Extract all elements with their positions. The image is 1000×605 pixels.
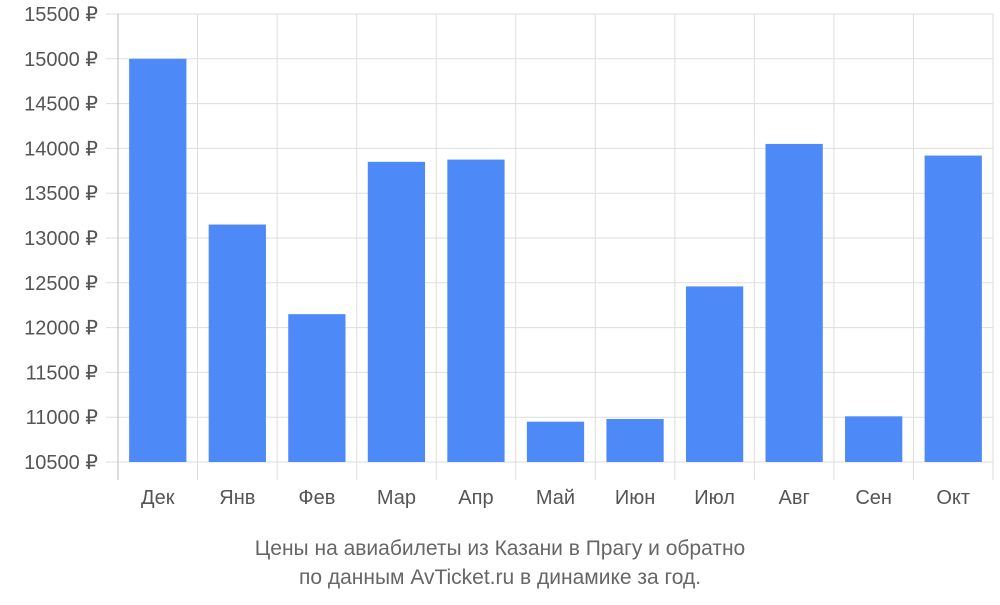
y-tick-label: 12500 ₽ <box>24 273 98 295</box>
y-axis-ticks: 10500 ₽ 11000 ₽ 11500 ₽ 12000 ₽ 12500 ₽ 13000… <box>24 4 98 474</box>
x-tick-label: Апр <box>458 487 493 509</box>
y-tick-label: 10500 ₽ <box>24 452 98 474</box>
bar <box>924 155 982 462</box>
x-tick-label: Дек <box>141 487 175 509</box>
y-tick-label: 15000 ₽ <box>24 49 98 71</box>
x-axis-ticks: Дек Янв Фев Мар Апр Май Июн Июл Авг Сен Окт <box>141 487 970 509</box>
x-tick-label: Окт <box>936 487 970 509</box>
y-tick-label: 13000 ₽ <box>24 228 98 250</box>
bar <box>765 143 823 463</box>
y-tick-label: 13500 ₽ <box>24 183 98 205</box>
bar <box>367 161 426 462</box>
bar <box>447 159 505 462</box>
y-tick-label: 14000 ₽ <box>24 138 98 160</box>
y-tick-label: 11000 ₽ <box>26 407 99 429</box>
bar <box>845 416 903 462</box>
y-tick-label: 12000 ₽ <box>24 318 98 340</box>
bar <box>288 314 346 462</box>
y-tick-label: 15500 ₽ <box>24 4 98 26</box>
bar <box>129 58 187 463</box>
x-tick-label: Июн <box>615 487 655 509</box>
bar <box>208 224 266 462</box>
x-tick-label: Сен <box>855 487 892 509</box>
y-tick-label: 11500 ₽ <box>26 362 99 384</box>
chart-caption-line-2: по данным AvTicket.ru в динамике за год. <box>299 566 701 589</box>
x-tick-label: Июл <box>694 487 735 509</box>
bars <box>129 58 982 463</box>
x-tick-label: Мар <box>377 487 416 509</box>
bar <box>606 418 664 462</box>
bar <box>526 421 585 462</box>
x-tick-label: Янв <box>219 487 255 509</box>
x-tick-label: Май <box>536 487 575 509</box>
bar <box>685 286 744 462</box>
chart-caption-line-1: Цены на авиабилеты из Казани в Прагу и о… <box>255 537 745 560</box>
y-tick-label: 14500 ₽ <box>24 94 98 116</box>
x-tick-label: Авг <box>779 487 810 509</box>
x-tick-label: Фев <box>298 487 335 509</box>
